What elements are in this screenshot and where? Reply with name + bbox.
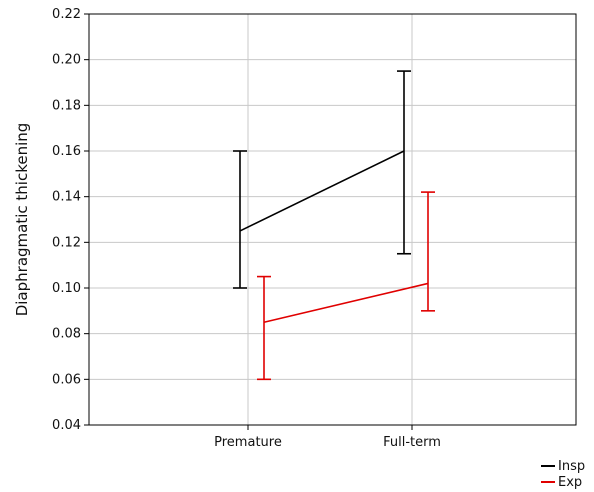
y-tick-label: 0.04 [52, 418, 81, 433]
y-tick-label: 0.22 [52, 7, 81, 22]
legend-label: Exp [558, 475, 582, 490]
series-layer [233, 70, 435, 381]
legend-item-exp: Exp [541, 475, 582, 490]
legend-item-insp: Insp [541, 459, 585, 474]
y-tick-label: 0.14 [52, 190, 81, 205]
x-axis-categories: Premature Full-term [214, 425, 441, 450]
legend-label: Insp [558, 459, 585, 474]
series-insp [233, 70, 411, 289]
y-axis-label: Diaphragmatic thickening [13, 123, 31, 317]
series-exp [257, 191, 435, 381]
y-tick-label: 0.12 [52, 235, 81, 250]
y-axis-ticks: 0.04 0.06 0.08 0.10 0.12 0.14 0.16 0.18 0.20 0.22 [52, 7, 89, 433]
y-tick-label: 0.20 [52, 53, 81, 68]
x-category-label: Full-term [383, 435, 441, 450]
y-tick-label: 0.06 [52, 372, 81, 387]
x-category-label: Premature [214, 435, 282, 450]
y-tick-label: 0.10 [52, 281, 81, 296]
series-line [239, 150, 405, 232]
plot-area [89, 14, 576, 425]
series-line [263, 282, 429, 324]
plot-frame [88, 13, 577, 426]
y-tick-label: 0.16 [52, 144, 81, 159]
y-tick-label: 0.18 [52, 98, 81, 113]
y-tick-label: 0.08 [52, 327, 81, 342]
